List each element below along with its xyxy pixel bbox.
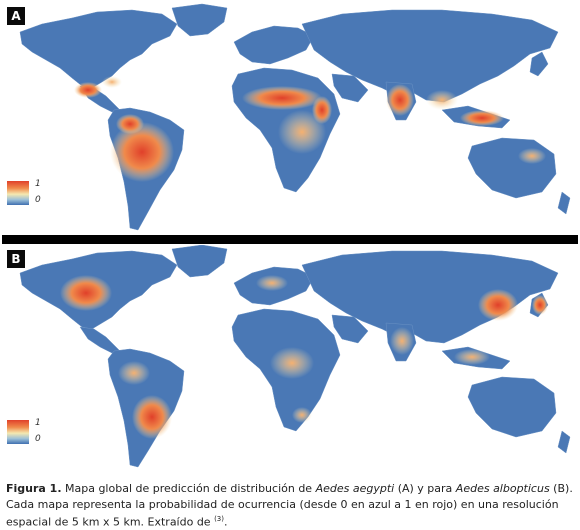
world-map-b	[19, 245, 571, 468]
panel-label-a: A	[6, 6, 26, 26]
panel-separator	[2, 235, 578, 244]
legend-low-label-b: 0	[35, 434, 41, 444]
caption-end: .	[224, 515, 228, 529]
probability-legend-b: 1 0	[7, 418, 67, 446]
legend-low-label-a: 0	[35, 195, 41, 205]
figure-caption: Figura 1. Mapa global de predicción de d…	[6, 481, 576, 530]
legend-high-label-b: 1	[35, 418, 41, 428]
probability-hotspots-b	[60, 275, 548, 439]
caption-reference: (3)	[214, 515, 224, 523]
caption-text-3: (B). Cada mapa representa la probabilida…	[6, 482, 573, 529]
map-panel-aedes-aegypti: A 1 0	[2, 2, 578, 234]
caption-label: Figura 1.	[6, 482, 62, 495]
map-panel-aedes-albopictus: B 1 0	[2, 245, 578, 470]
caption-species-b: Aedes albopticus	[455, 482, 550, 495]
probability-legend-a: 1 0	[7, 179, 67, 207]
probability-hotspots-a	[74, 76, 546, 182]
legend-color-scale-b	[7, 420, 29, 444]
panel-label-b: B	[6, 249, 26, 269]
caption-text-1: Mapa global de predicción de distribució…	[61, 482, 316, 495]
world-map-a	[19, 3, 571, 231]
legend-high-label-a: 1	[35, 179, 41, 189]
caption-species-a: Aedes aegypti	[315, 482, 395, 495]
legend-color-scale-a	[7, 181, 29, 205]
caption-text-2: (A) y para	[394, 482, 456, 495]
